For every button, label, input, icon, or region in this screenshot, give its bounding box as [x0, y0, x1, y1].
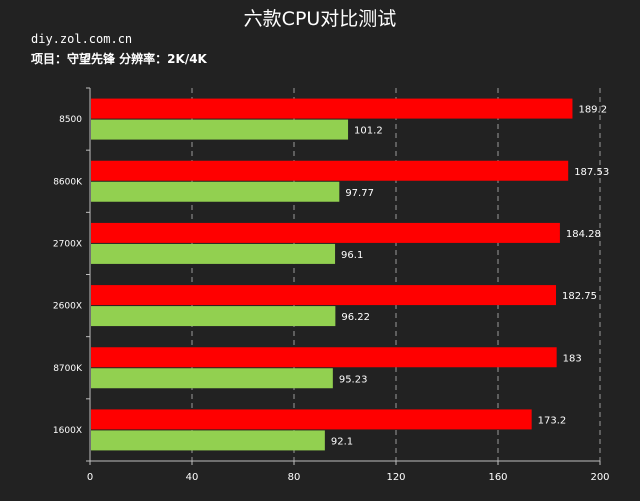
data-label: 96.1 — [341, 250, 363, 261]
x-tick-label: 80 — [288, 472, 301, 483]
data-label: 184.28 — [566, 229, 601, 240]
bar — [91, 285, 557, 306]
bar — [91, 368, 333, 389]
data-label: 97.77 — [345, 188, 374, 199]
bar — [91, 119, 349, 140]
bar — [91, 222, 560, 243]
data-label: 173.2 — [538, 415, 567, 426]
data-label: 189.2 — [578, 105, 607, 116]
category-label: 1600X — [53, 426, 82, 436]
bar — [91, 347, 557, 368]
data-label: 101.2 — [354, 126, 383, 137]
bar — [91, 181, 340, 202]
chart-title: 六款CPU对比测试 — [243, 8, 397, 30]
x-tick-label: 160 — [488, 472, 507, 483]
bar — [91, 409, 532, 430]
category-label: 8700K — [53, 364, 83, 374]
x-tick-label: 120 — [386, 472, 405, 483]
bar — [91, 160, 569, 181]
data-label: 183 — [563, 353, 582, 364]
data-label: 187.53 — [574, 167, 609, 178]
bar — [91, 98, 573, 119]
data-label: 95.23 — [339, 374, 368, 385]
bar — [91, 243, 336, 264]
x-tick-label: 200 — [590, 472, 609, 483]
category-label: 8600K — [53, 177, 83, 187]
data-label: 92.1 — [331, 436, 353, 447]
x-tick-label: 40 — [186, 472, 199, 483]
category-label: 2700X — [53, 239, 82, 249]
source-text: diy.zol.com.cn — [31, 32, 133, 46]
data-label: 182.75 — [562, 291, 597, 302]
x-tick-label: 0 — [87, 472, 93, 483]
data-label: 96.22 — [341, 312, 370, 323]
bar — [91, 430, 325, 451]
bar — [91, 306, 336, 327]
project-text: 项目：守望先锋 分辨率：2K/4K — [31, 52, 207, 66]
category-label: 8500 — [59, 115, 82, 125]
category-label: 2600X — [53, 302, 82, 312]
